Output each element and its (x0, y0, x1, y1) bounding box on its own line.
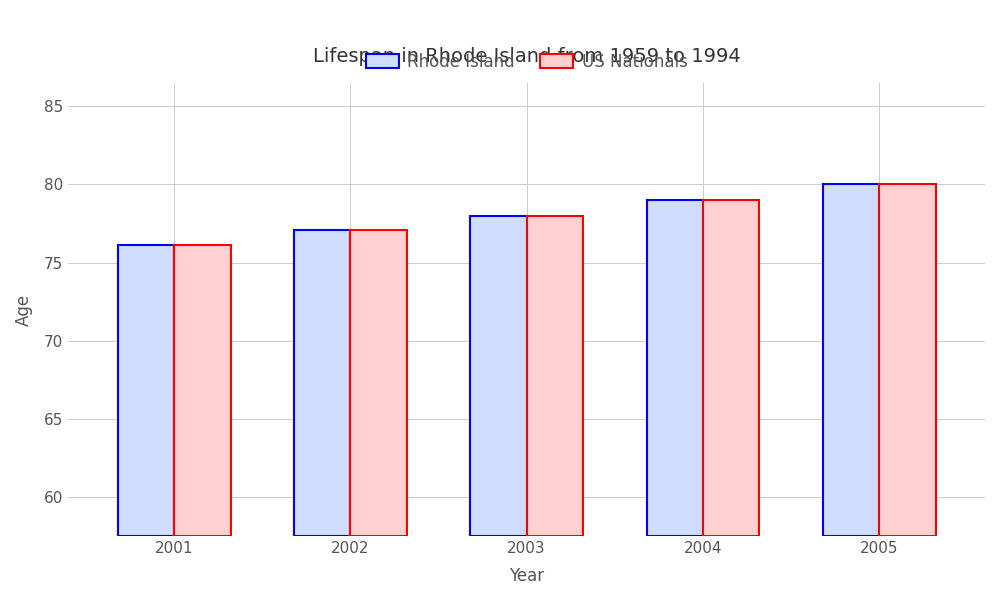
Bar (470, 215, 527, 536)
Title: Lifespan in Rhode Island from 1959 to 1994: Lifespan in Rhode Island from 1959 to 19… (313, 47, 741, 66)
Y-axis label: Age: Age (15, 293, 33, 326)
Bar (118, 245, 174, 536)
Bar (647, 200, 703, 536)
Bar (879, 184, 936, 536)
Bar (527, 215, 583, 536)
Bar (703, 200, 759, 536)
Bar (294, 230, 350, 536)
Legend: Rhode Island, US Nationals: Rhode Island, US Nationals (359, 46, 694, 77)
Bar (174, 245, 231, 536)
X-axis label: Year: Year (509, 567, 544, 585)
Bar (823, 184, 879, 536)
Bar (350, 230, 407, 536)
